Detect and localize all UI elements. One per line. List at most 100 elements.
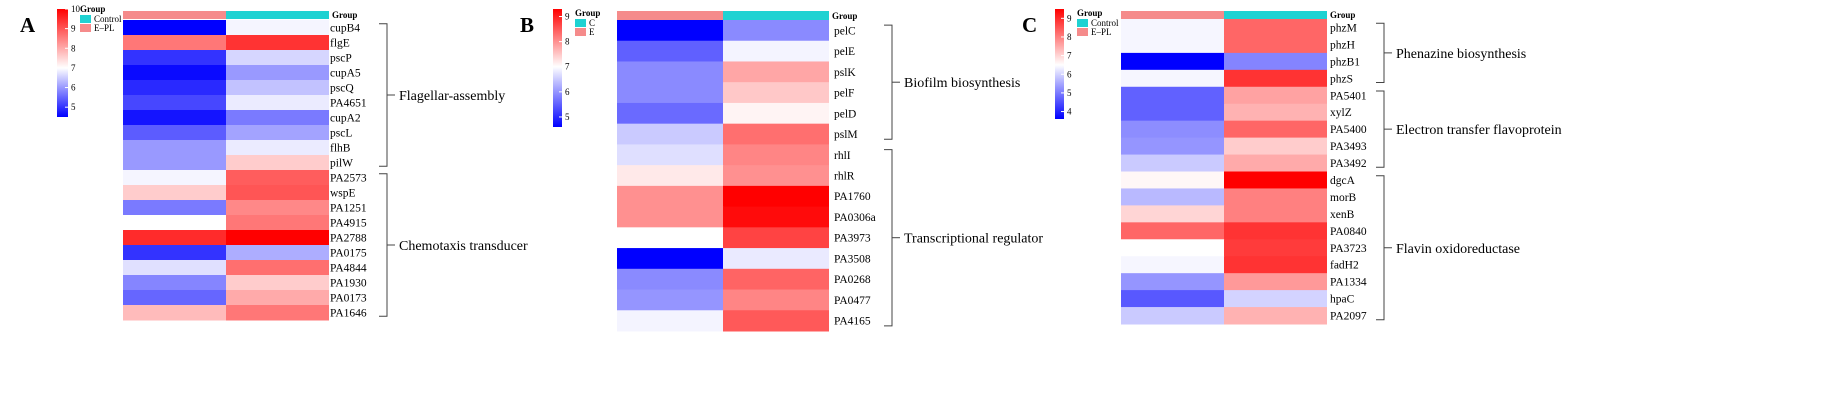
heatmap-cell: [1121, 137, 1225, 156]
heatmap-cell: [1121, 307, 1225, 325]
heatmap-cell: [617, 268, 724, 291]
group-legend-swatch: [1077, 28, 1088, 36]
group-legend-label: Control: [1091, 18, 1119, 28]
row-label: pslM: [834, 129, 858, 141]
row-label: PA0175: [330, 248, 367, 260]
group-header-label: Group: [332, 10, 357, 20]
heatmap-cell: [123, 95, 227, 111]
grouping-bracket: [379, 23, 388, 167]
heatmap-cell: [123, 245, 227, 261]
heatmap-cell: [123, 170, 227, 186]
group-legend-label: E: [589, 27, 595, 37]
group-legend-swatch: [80, 24, 91, 32]
row-label: PA0173: [330, 293, 367, 305]
heatmap-cell: [226, 140, 329, 156]
heatmap-cell: [723, 310, 829, 332]
group-header-label: Group: [832, 11, 857, 21]
heatmap-cell: [1224, 239, 1327, 257]
heatmap-cell: [617, 185, 724, 208]
row-label: PA0840: [1330, 226, 1367, 238]
grouping-bracket: [884, 149, 893, 327]
heatmap-cell: [226, 215, 329, 231]
heatmap-cell: [1224, 188, 1327, 206]
heatmap-cell: [617, 61, 724, 83]
row-label: PA1760: [834, 191, 871, 203]
heatmap-cell: [617, 165, 724, 187]
row-label: PA3508: [834, 253, 871, 265]
row-label: PA4915: [330, 218, 367, 230]
color-scale-tick-label: 7: [565, 62, 570, 72]
group-legend-swatch: [80, 15, 91, 23]
group-legend-label: E–PL: [1091, 27, 1112, 37]
heatmap-cell: [723, 82, 829, 104]
heatmap-cell: [1224, 290, 1327, 308]
row-label: rhlR: [834, 171, 855, 183]
heatmap-cell: [123, 110, 227, 126]
row-label: pelD: [834, 108, 856, 120]
row-label: PA5400: [1330, 124, 1367, 136]
row-label: pscQ: [330, 83, 354, 95]
grouping-label: Biofilm biosynthesis: [904, 76, 1020, 91]
heatmap-cell: [1224, 307, 1327, 325]
heatmap-cell: [723, 102, 829, 125]
row-label: PA3723: [1330, 243, 1367, 255]
heatmap-cell: [1121, 69, 1225, 88]
heatmap-cell: [617, 40, 724, 62]
color-scale-tick-label: 6: [71, 83, 76, 93]
heatmap-panel-b: B 98765GroupCEGrouppelCpelEpslKpelFpelDps…: [520, 8, 1043, 332]
heatmap-cell: [226, 170, 329, 186]
heatmap-cell: [1224, 103, 1327, 122]
row-label: PA3492: [1330, 158, 1367, 170]
grouping-label: Flavin oxidoreductase: [1396, 242, 1520, 257]
row-label: xenB: [1330, 209, 1355, 221]
row-label: PA4844: [330, 263, 367, 275]
row-label: dgcA: [1330, 175, 1356, 187]
heatmap-cell: [723, 185, 829, 208]
row-label: PA1930: [330, 278, 367, 290]
heatmap-cell: [723, 289, 829, 311]
color-scale-tick-label: 8: [565, 37, 570, 47]
heatmap-cell: [1121, 239, 1225, 257]
row-label: phzM: [1330, 22, 1357, 34]
heatmap-cell: [723, 268, 829, 291]
row-label: PA0306a: [834, 212, 876, 224]
color-scale-bar: [1055, 9, 1064, 119]
grouping-label: Electron transfer flavoprotein: [1396, 123, 1562, 138]
grouping-label: Phenazine biosynthesis: [1396, 47, 1526, 62]
row-label: cupA5: [330, 68, 361, 80]
row-label: PA4165: [834, 316, 871, 328]
group-legend-swatch: [1077, 19, 1088, 27]
heatmap-cell: [1224, 52, 1327, 71]
color-scale-tick-label: 7: [1067, 51, 1072, 61]
row-label: hpaC: [1330, 294, 1355, 306]
heatmap-cell: [1121, 35, 1225, 54]
heatmap-cell: [226, 125, 329, 141]
heatmap-cell: [226, 65, 329, 81]
heatmap-cell: [723, 20, 829, 42]
group-legend-label: E–PL: [94, 23, 115, 33]
heatmap-cell: [617, 82, 724, 104]
grouping-label: Flagellar-assembly: [399, 89, 505, 104]
heatmap-cell: [723, 61, 829, 83]
row-label: phzS: [1330, 73, 1353, 85]
heatmap-cell: [226, 95, 329, 111]
panel-label: B: [520, 13, 534, 37]
row-label: pelE: [834, 46, 855, 58]
heatmap-cell: [617, 206, 724, 228]
heatmap-cell: [1224, 222, 1327, 240]
color-scale-tick-label: 6: [565, 87, 570, 97]
heatmap-cell: [617, 144, 724, 166]
heatmap-cell: [123, 275, 227, 291]
heatmap-cell: [723, 248, 829, 270]
heatmap-cell: [1121, 103, 1225, 122]
heatmap-cell: [1224, 171, 1327, 189]
heatmap-cell: [723, 206, 829, 228]
heatmap-cell: [123, 290, 227, 306]
row-label: cupA2: [330, 113, 361, 125]
row-label: phzB1: [1330, 56, 1360, 68]
heatmap-cell: [1121, 290, 1225, 308]
color-scale-bar: [553, 9, 562, 127]
heatmap-cell: [123, 50, 227, 66]
heatmap-cell: [123, 35, 227, 51]
